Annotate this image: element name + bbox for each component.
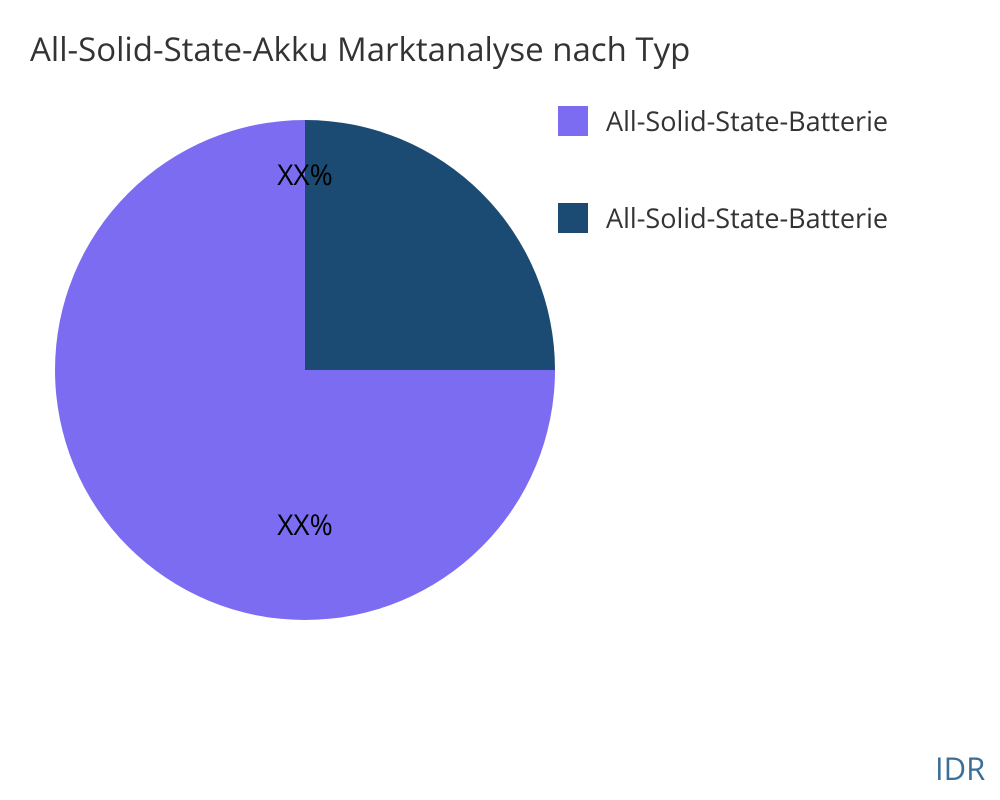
pie-slice-label-bottom: XX%	[277, 506, 333, 544]
legend-item-0: All-Solid-State-Batterie	[558, 102, 888, 139]
watermark-idr: IDR	[935, 748, 985, 790]
legend-label-0: All-Solid-State-Batterie	[606, 102, 888, 139]
legend-label-1: All-Solid-State-Batterie	[606, 199, 888, 236]
legend-swatch-1	[558, 203, 588, 233]
pie-chart	[55, 120, 555, 620]
pie-body	[55, 120, 555, 620]
pie-slice-label-top: XX%	[277, 156, 333, 194]
legend-item-1: All-Solid-State-Batterie	[558, 199, 888, 236]
legend: All-Solid-State-Batterie All-Solid-State…	[558, 102, 888, 236]
chart-title: All-Solid-State-Akku Marktanalyse nach T…	[30, 26, 690, 71]
legend-swatch-0	[558, 106, 588, 136]
